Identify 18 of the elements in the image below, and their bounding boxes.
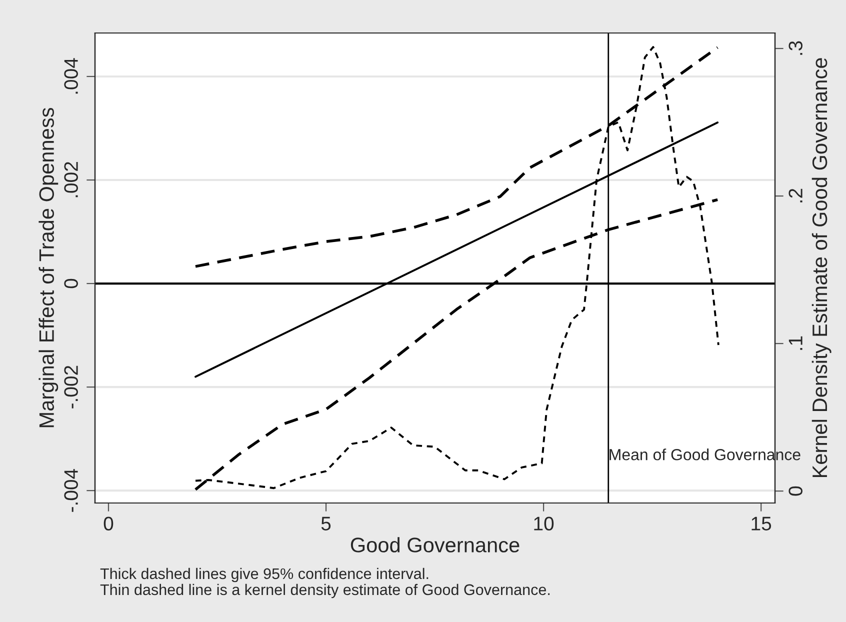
y-axis-title: Marginal Effect of Trade Openness: [38, 108, 58, 428]
x-tick-label: 15: [752, 516, 772, 530]
text: Thick dashed lines give 95% confidence interval.: [100, 568, 428, 582]
x-tick-label: 10: [534, 516, 554, 530]
text: Thin dashed line is a kernel density estimate of Good Governance.: [100, 584, 550, 598]
y2-tick-label: .1: [788, 336, 802, 350]
x-axis-title: Good Governance: [350, 537, 520, 552]
y-tick-label: -.002: [64, 366, 78, 408]
y2-axis-title: Kernel Density Estimate of Good Governance: [812, 58, 832, 478]
y2-tick-label: .2: [788, 188, 802, 202]
x-tick-label: 5: [321, 516, 331, 530]
x-tick-label: 0: [104, 516, 114, 530]
y-tick-label: .004: [64, 58, 78, 94]
y2-tick-label: .3: [788, 41, 802, 55]
y-tick-label: 0: [64, 278, 78, 288]
y2-tick-label: 0: [788, 486, 802, 496]
y-tick-label: -.004: [64, 468, 78, 512]
y-tick-label: .002: [64, 162, 78, 198]
